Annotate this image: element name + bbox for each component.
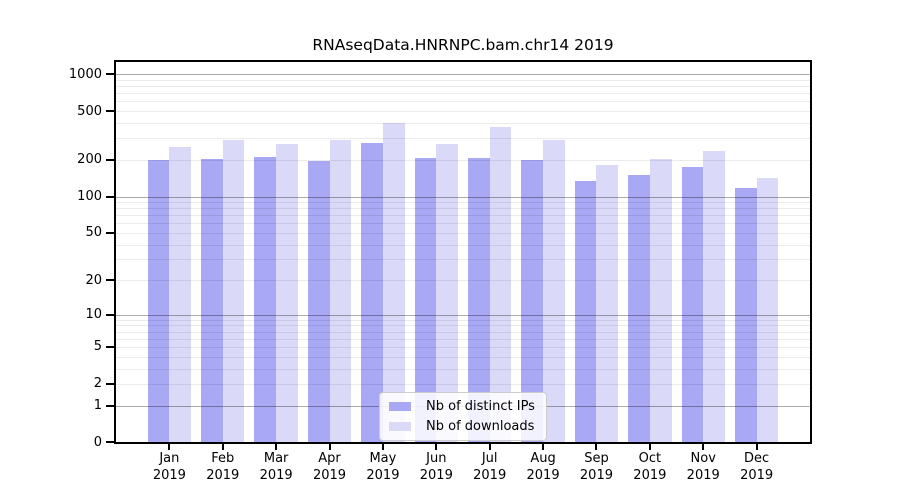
x-tick-mark [328, 444, 331, 450]
bar-nb-of-distinct-ips-jul [467, 157, 490, 442]
gridline-minor [116, 101, 810, 103]
x-tick-label-oct: Oct 2019 [633, 451, 667, 483]
chart-title: RNAseqData.HNRNPC.bam.chr14 2019 [312, 36, 614, 54]
bar-nb-of-downloads-mar [276, 143, 298, 442]
bar-nb-of-downloads-may [382, 122, 405, 442]
bar-nb-of-distinct-ips-feb [201, 158, 223, 442]
gridline-minor [116, 79, 810, 81]
x-tick-mark [221, 444, 224, 450]
bar-nb-of-downloads-feb [222, 139, 245, 442]
x-tick-mark [168, 444, 171, 450]
y-tick-label: 20 [85, 272, 102, 288]
y-tick-mark [106, 73, 114, 76]
y-tick-label: 10 [85, 307, 102, 323]
bar-nb-of-distinct-ips-jan [147, 159, 170, 442]
plot-area [114, 60, 812, 444]
x-tick-label-nov: Nov 2019 [686, 451, 720, 483]
x-tick-mark [542, 444, 545, 450]
x-tick-mark [595, 444, 598, 450]
y-tick-mark [106, 441, 114, 443]
bar-nb-of-downloads-apr [329, 140, 352, 442]
x-tick-label-jun: Jun 2019 [419, 451, 453, 483]
bar-nb-of-downloads-dec [756, 177, 779, 442]
x-tick-mark [755, 444, 758, 450]
bar-nb-of-downloads-oct [649, 159, 672, 442]
y-tick-label: 100 [77, 189, 102, 204]
x-tick-label-jul: Jul 2019 [473, 451, 507, 483]
bar-nb-of-downloads-sep [596, 164, 619, 442]
gridline-minor [116, 123, 810, 125]
bar-nb-of-downloads-jul [489, 127, 512, 442]
y-tick-label: 1000 [68, 66, 102, 82]
x-tick-label-apr: Apr 2019 [312, 451, 347, 483]
x-tick-label-dec: Dec 2019 [740, 451, 774, 483]
y-tick-label: 5 [93, 339, 102, 355]
bar-nb-of-distinct-ips-may [361, 142, 383, 442]
x-tick-mark [435, 444, 438, 450]
bar-nb-of-distinct-ips-aug [521, 159, 544, 442]
bar-nb-of-distinct-ips-nov [681, 167, 704, 442]
x-tick-label-feb: Feb 2019 [206, 451, 240, 483]
legend-item-distinct-ips: Nb of distinct IPs [389, 399, 537, 414]
legend-label-downloads: Nb of downloads [426, 419, 535, 434]
y-tick-label: 50 [85, 225, 102, 241]
legend-swatch-downloads [389, 422, 411, 431]
x-tick-label-sep: Sep 2019 [579, 451, 613, 483]
bar-nb-of-downloads-jan [169, 146, 192, 442]
y-tick-label: 2 [93, 376, 102, 392]
legend-item-downloads: Nb of downloads [389, 419, 537, 434]
y-tick-label: 200 [77, 152, 102, 168]
x-tick-mark [702, 444, 705, 450]
y-tick-label: 1 [93, 398, 102, 414]
y-tick-label: 500 [77, 103, 102, 119]
y-tick-label: 0 [93, 434, 102, 450]
legend: Nb of distinct IPs Nb of downloads [379, 392, 547, 441]
gridline-minor [116, 111, 810, 113]
bar-nb-of-downloads-jun [436, 143, 458, 442]
bar-nb-of-distinct-ips-dec [734, 188, 757, 442]
legend-swatch-distinct-ips [389, 402, 411, 411]
y-tick-mark [106, 345, 114, 348]
y-tick-mark [106, 382, 114, 385]
legend-label-distinct-ips: Nb of distinct IPs [426, 399, 535, 414]
y-tick-mark [106, 279, 114, 282]
bar-nb-of-distinct-ips-apr [307, 160, 330, 442]
x-tick-mark [488, 444, 491, 450]
x-tick-mark [381, 444, 384, 450]
bar-nb-of-distinct-ips-oct [628, 175, 650, 442]
gridline-minor [116, 138, 810, 140]
y-tick-mark [106, 404, 114, 407]
y-tick-mark [106, 158, 114, 161]
x-tick-label-aug: Aug 2019 [526, 451, 560, 483]
bar-nb-of-distinct-ips-sep [574, 181, 597, 442]
x-tick-label-mar: Mar 2019 [259, 451, 293, 483]
bar-nb-of-distinct-ips-mar [254, 156, 277, 442]
x-tick-label-may: May 2019 [366, 451, 400, 483]
bar-nb-of-downloads-nov [703, 150, 725, 442]
y-tick-mark [106, 195, 114, 198]
gridline-minor [116, 86, 810, 88]
y-tick-mark [106, 231, 114, 234]
y-tick-mark [106, 110, 114, 113]
bar-nb-of-distinct-ips-jun [414, 158, 437, 442]
y-tick-mark [106, 313, 114, 316]
x-tick-label-jan: Jan 2019 [152, 451, 186, 483]
bar-nb-of-downloads-aug [543, 139, 565, 442]
gridline-major [116, 74, 810, 76]
x-tick-mark [648, 444, 651, 450]
x-tick-mark [275, 444, 278, 450]
gridline-minor [116, 93, 810, 95]
